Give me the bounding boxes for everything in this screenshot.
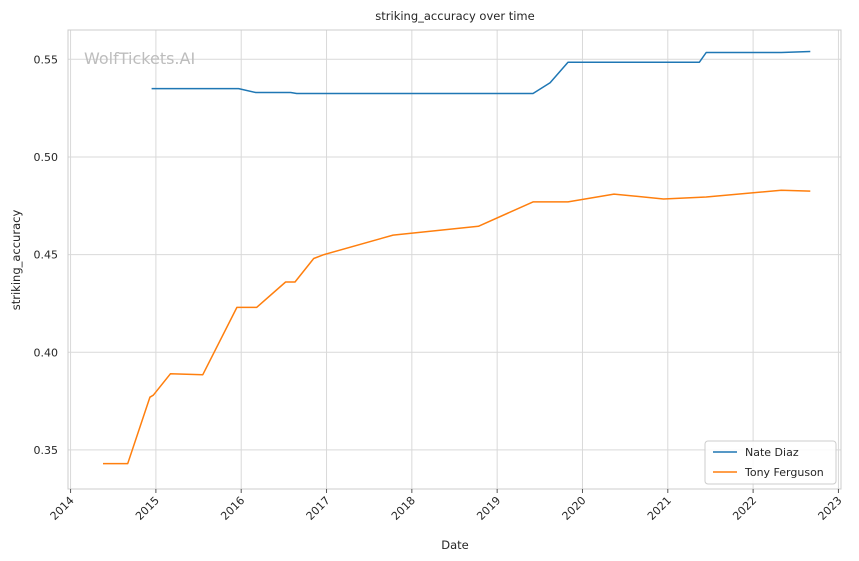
series-lines	[103, 50, 811, 465]
legend-label-tony-ferguson: Tony Ferguson	[744, 466, 824, 479]
y-axis-label: striking_accuracy	[9, 210, 23, 311]
grid	[68, 30, 841, 489]
series-line-nate-diaz	[151, 50, 811, 95]
x-tick-label: 2017	[304, 494, 333, 523]
x-tick-label: 2015	[133, 494, 162, 523]
y-tick-label: 0.50	[34, 151, 59, 164]
y-tick-label: 0.40	[34, 346, 59, 359]
x-tick-label: 2021	[645, 494, 674, 523]
legend: Nate Diaz Tony Ferguson	[704, 440, 837, 485]
x-tick-label: 2020	[560, 494, 589, 523]
legend-label-nate-diaz: Nate Diaz	[745, 446, 799, 459]
x-tick-label: 2016	[218, 494, 247, 523]
y-tick-label: 0.35	[34, 444, 59, 457]
x-tick-label: 2023	[816, 494, 845, 523]
y-tick-label: 0.45	[34, 249, 59, 262]
x-tick-label: 2014	[48, 494, 77, 523]
watermark-text: WolfTickets.AI	[84, 49, 195, 68]
plot-area-frame	[67, 29, 842, 490]
chart-title: striking_accuracy over time	[375, 9, 534, 23]
y-tick-label: 0.55	[34, 53, 59, 66]
legend-box	[704, 440, 837, 485]
x-tick-label: 2018	[389, 494, 418, 523]
x-tick-label: 2022	[730, 494, 759, 523]
series-line-tony-ferguson	[103, 189, 811, 465]
x-axis-label: Date	[441, 538, 469, 552]
x-tick-label: 2019	[474, 494, 503, 523]
